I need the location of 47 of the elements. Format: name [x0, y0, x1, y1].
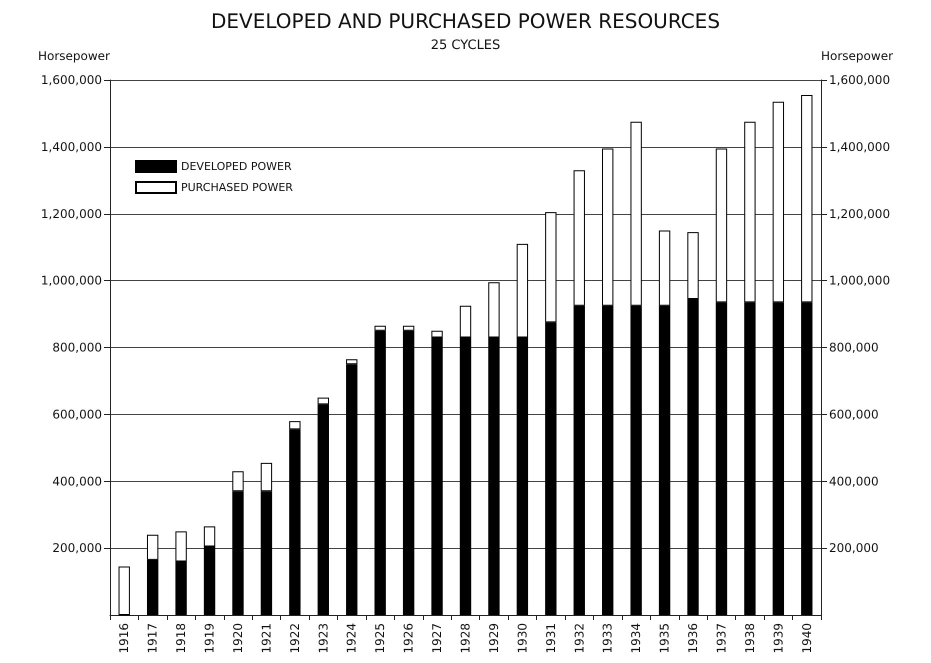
- y-tick-label: 1,400,000: [40, 140, 102, 154]
- y2-tick-label: 800,000: [829, 340, 879, 354]
- y2-tick-label: 200,000: [829, 541, 879, 556]
- x-tick-label: 1928: [458, 623, 472, 654]
- y2-tick-label: 1,200,000: [829, 206, 890, 221]
- y2-tick-label: 400,000: [829, 474, 879, 488]
- x-tick-label: 1939: [771, 623, 786, 654]
- x-tick-label: 1918: [174, 623, 188, 654]
- x-tick-label: 1929: [486, 623, 501, 654]
- chart-subtitle: 25 CYCLES: [430, 38, 500, 53]
- x-tick-label: 1917: [146, 623, 160, 654]
- y-tick-label: 800,000: [52, 340, 102, 354]
- x-tick-label: 1925: [373, 623, 388, 654]
- x-tick-label: 1922: [288, 623, 302, 654]
- x-tick-label: 1933: [600, 623, 615, 654]
- x-tick-label: 1924: [344, 623, 359, 654]
- x-tick-label: 1935: [658, 623, 672, 654]
- legend-label: DEVELOPED POWER: [181, 160, 292, 173]
- y-tick-label: 1,000,000: [40, 274, 102, 288]
- x-tick-label: 1921: [259, 623, 274, 654]
- y2-tick-label: 1,000,000: [829, 274, 890, 288]
- x-tick-label: 1930: [515, 623, 530, 654]
- y-tick-label: 1,600,000: [40, 73, 102, 87]
- x-tick-label: 1923: [316, 623, 330, 654]
- x-tick-label: 1926: [402, 623, 416, 654]
- x-tick-label: 1919: [202, 623, 217, 654]
- y-tick-label: 1,200,000: [40, 206, 102, 221]
- y-tick-label: 200,000: [52, 541, 102, 556]
- x-tick-label: 1916: [117, 623, 132, 654]
- x-tick-label: 1936: [686, 623, 700, 654]
- y-tick-label: 400,000: [52, 474, 102, 488]
- x-tick-label: 1920: [230, 623, 245, 654]
- x-tick-label: 1932: [572, 623, 586, 654]
- y-tick-label: 600,000: [52, 407, 102, 422]
- y2-axis-title: Horsepower: [821, 49, 894, 63]
- x-tick-label: 1937: [714, 623, 728, 654]
- legend-label: PURCHASED POWER: [181, 181, 294, 194]
- x-tick-label: 1940: [800, 623, 814, 654]
- x-tick-label: 1931: [544, 623, 558, 654]
- y2-tick-label: 600,000: [829, 407, 879, 422]
- x-tick-label: 1938: [742, 623, 757, 654]
- chart-title: DEVELOPED AND PURCHASED POWER RESOURCES: [210, 9, 720, 33]
- y2-tick-label: 1,600,000: [829, 73, 890, 87]
- y-axis-title: Horsepower: [38, 49, 110, 63]
- y2-tick-label: 1,400,000: [829, 140, 890, 154]
- x-tick-label: 1934: [629, 623, 644, 654]
- x-tick-label: 1927: [430, 623, 444, 654]
